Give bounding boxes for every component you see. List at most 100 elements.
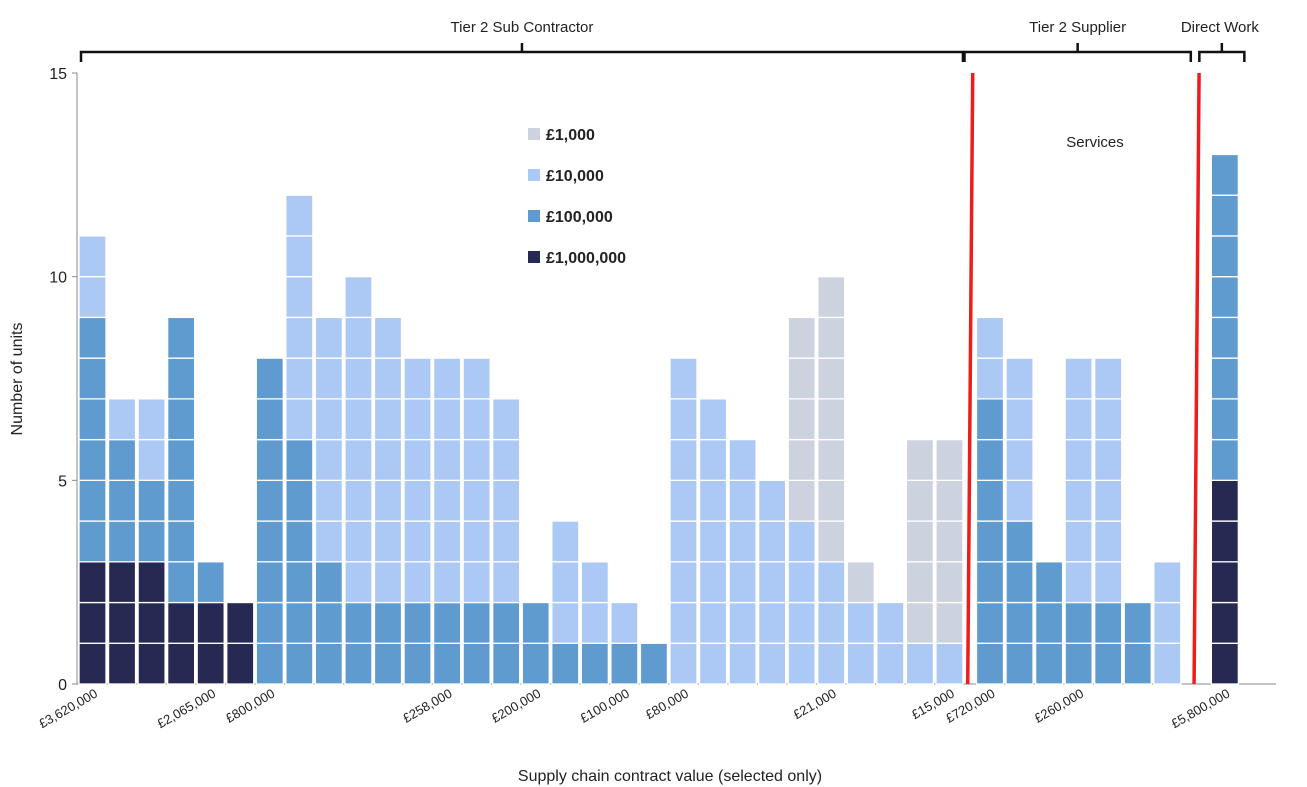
bar-segment <box>285 357 314 400</box>
bar-segment <box>846 561 875 604</box>
bar-segment <box>255 438 284 481</box>
legend-item: £1,000,000 <box>528 250 626 267</box>
bar-segment <box>728 520 757 563</box>
bar-segment <box>1210 561 1239 604</box>
bar-segment <box>373 357 403 400</box>
bar-segment <box>226 642 255 685</box>
bar-segment <box>78 276 107 319</box>
bar-segment <box>787 398 816 441</box>
bar-segment <box>285 479 314 522</box>
bar-segment <box>580 601 609 644</box>
bar-segment <box>166 520 196 563</box>
bar <box>166 316 196 685</box>
bar <box>1005 357 1034 685</box>
bar-segment <box>285 642 314 685</box>
bar-segment <box>314 479 344 522</box>
bar-segment <box>975 642 1005 685</box>
bar-segment <box>462 357 491 400</box>
bar-segment <box>373 438 403 481</box>
bar-segment <box>1064 357 1093 400</box>
bar-segment <box>1210 642 1239 685</box>
bar-segment <box>137 438 166 481</box>
bar <box>462 357 491 685</box>
bar-segment <box>255 479 284 522</box>
bar-segment <box>1005 357 1034 400</box>
bar-segment <box>758 520 787 563</box>
bar-segment <box>344 601 373 644</box>
bar-segment <box>1210 235 1239 278</box>
bar-segment <box>698 561 728 604</box>
group-brace <box>963 50 1193 62</box>
bar <box>1123 601 1152 685</box>
bar-segment <box>255 601 284 644</box>
bar <box>639 642 669 685</box>
bar-segment <box>1153 601 1182 644</box>
bar <box>432 357 462 685</box>
bar-segment <box>975 316 1005 359</box>
bar-segment <box>905 479 935 522</box>
bar-segment <box>975 357 1005 400</box>
bar-segment <box>817 316 846 359</box>
legend-label: £1,000,000 <box>546 250 626 267</box>
bar-segment <box>344 642 373 685</box>
bar-segment <box>166 642 196 685</box>
bar-segment <box>137 398 166 441</box>
bar-segment <box>285 194 314 237</box>
bar-segment <box>787 316 816 359</box>
bar-segment <box>1210 316 1239 359</box>
group-brace <box>1198 50 1246 62</box>
bar-segment <box>728 438 757 481</box>
bar-segment <box>432 357 462 400</box>
bar-segment <box>78 479 107 522</box>
bar-segment <box>876 642 905 685</box>
bar <box>551 520 580 685</box>
bar-segment <box>935 642 964 685</box>
bar-segment <box>107 438 137 481</box>
bar-segment <box>462 479 491 522</box>
bar-segment <box>78 561 107 604</box>
bar-segment <box>975 561 1005 604</box>
bar-segment <box>78 316 107 359</box>
bar <box>521 601 550 685</box>
bar-segment <box>314 601 344 644</box>
bar-segment <box>669 601 698 644</box>
bar-segment <box>373 398 403 441</box>
bar-segment <box>432 438 462 481</box>
bar-segment <box>669 357 698 400</box>
bar-segment <box>728 561 757 604</box>
bar-segment <box>344 316 373 359</box>
bar-segment <box>314 642 344 685</box>
bar-segment <box>905 438 935 481</box>
bar-segment <box>580 642 609 685</box>
bar <box>137 398 166 685</box>
bar-segment <box>1094 601 1123 644</box>
bar-segment <box>728 479 757 522</box>
x-tick-labels: £3,620,000 £2,065,000 £800,000 £258,000 £200… <box>36 686 1232 732</box>
bar-segment <box>787 601 816 644</box>
bar <box>226 601 255 685</box>
bar-segment <box>905 601 935 644</box>
bar-segment <box>285 438 314 481</box>
bar <box>905 438 935 685</box>
bar-segment <box>669 438 698 481</box>
bar-segment <box>817 561 846 604</box>
y-ticks: 0 5 10 15 <box>49 66 77 694</box>
bar-segment <box>373 316 403 359</box>
bar-segment <box>1064 438 1093 481</box>
bar-segment <box>285 601 314 644</box>
bar-segment <box>403 479 432 522</box>
bar-segment <box>669 642 698 685</box>
bar-segment <box>78 520 107 563</box>
bar-segment <box>78 357 107 400</box>
x-axis-title: Supply chain contract value (selected on… <box>518 768 822 785</box>
bar-segment <box>403 601 432 644</box>
bar-segment <box>166 561 196 604</box>
bar-segment <box>935 520 964 563</box>
bar-segment <box>1210 520 1239 563</box>
bar-segment <box>1094 479 1123 522</box>
bar-segment <box>1123 642 1152 685</box>
bar-segment <box>787 561 816 604</box>
bar-segment <box>432 642 462 685</box>
y-tick-label: 0 <box>58 677 67 694</box>
